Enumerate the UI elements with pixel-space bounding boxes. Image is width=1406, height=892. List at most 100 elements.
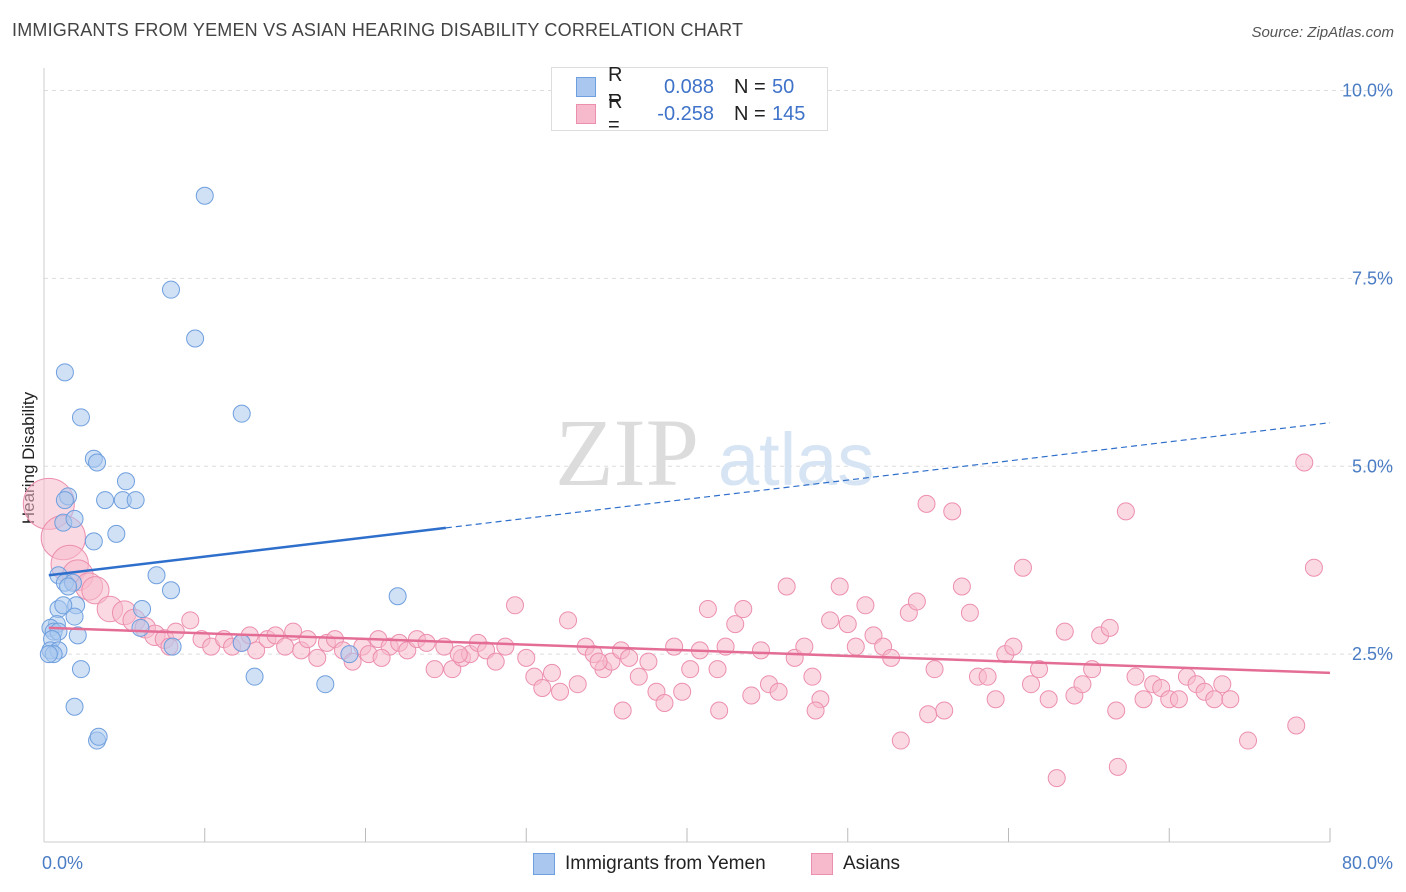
legend-item-asians[interactable]: Asians [811, 852, 900, 876]
asian-point [1205, 690, 1224, 709]
asian-point [986, 690, 1005, 709]
asian-point [486, 652, 505, 671]
watermark-atlas: atlas [718, 418, 874, 501]
asian-point [613, 701, 632, 720]
asian-point [708, 660, 727, 679]
n-value: 145 [772, 102, 806, 125]
asian-point [639, 652, 658, 671]
yemen-point [161, 280, 180, 299]
asian-point [1295, 453, 1314, 472]
asian-point [726, 615, 745, 634]
yemen-point [65, 607, 84, 626]
asian-point [1116, 502, 1135, 521]
yemen-series [39, 186, 407, 750]
yemen-point [245, 667, 264, 686]
chart-title: IMMIGRANTS FROM YEMEN VS ASIAN HEARING D… [12, 20, 744, 40]
yemen-point [39, 645, 58, 664]
y-tick-label: 5.0% [1352, 456, 1393, 476]
yemen-swatch [533, 853, 555, 875]
x-tick-label: 0.0% [42, 853, 83, 873]
asian-point [1126, 667, 1145, 686]
asian-point [710, 701, 729, 720]
asian-point [856, 596, 875, 615]
asian-point [1108, 757, 1127, 776]
correlation-legend: R = 0.088 N = 50 R = -0.258 N = 145 [551, 64, 828, 136]
asian-point [952, 577, 971, 596]
asian-point [830, 577, 849, 596]
yemen-point [161, 581, 180, 600]
yemen-point [107, 524, 126, 543]
asian-point [1055, 622, 1074, 641]
asian-point [81, 576, 110, 605]
x-axis-ticks [204, 828, 1331, 842]
asian-point [769, 682, 788, 701]
yemen-point [71, 408, 90, 427]
yemen-point [65, 509, 84, 528]
asian-point [620, 648, 639, 667]
asian-point [247, 641, 266, 660]
r-label: R = [608, 91, 623, 136]
asian-point [533, 678, 552, 697]
asian-point [298, 630, 317, 649]
yemen-trend-line [48, 526, 447, 577]
trend-lines [48, 422, 1331, 675]
asian-point [1169, 690, 1188, 709]
asian-point [925, 660, 944, 679]
asian-point [673, 682, 692, 701]
asian-point [891, 731, 910, 750]
yemen-point [186, 329, 205, 348]
yemen-point [55, 363, 74, 382]
asian-point [589, 652, 608, 671]
yemen-point [388, 587, 407, 606]
asian-point [935, 701, 954, 720]
asian-point [1030, 660, 1049, 679]
asian-point [517, 648, 536, 667]
asian-point [449, 645, 468, 664]
asian-point [960, 603, 979, 622]
y-tick-label: 2.5% [1352, 644, 1393, 664]
r-value: 0.088 [663, 75, 714, 98]
legend-label-yemen: Immigrants from Yemen [565, 853, 766, 874]
legend-item-yemen[interactable]: Immigrants from Yemen [533, 852, 766, 876]
yemen-point [54, 596, 73, 615]
asian-point [496, 637, 515, 656]
legend-label-asians: Asians [843, 853, 901, 874]
legend-row-asians: R = -0.258 N = 145 [576, 91, 812, 136]
gridlines [44, 90, 1394, 655]
asian-point [978, 667, 997, 686]
asian-point [276, 637, 295, 656]
asian-point [777, 577, 796, 596]
asian-point [1287, 716, 1306, 735]
asian-point [838, 615, 857, 634]
asian-point [846, 637, 865, 656]
n-label: N = [734, 75, 766, 98]
source-label: Source: ZipAtlas.com [1251, 24, 1394, 41]
asian-point [308, 648, 327, 667]
asian-point [665, 637, 684, 656]
yemen-point [232, 633, 251, 652]
asian-point [372, 648, 391, 667]
asian-point [1213, 675, 1232, 694]
yemen-point [195, 186, 214, 205]
x-tick-labels: 0.0% 80.0% [42, 853, 1393, 873]
asian-point [1100, 618, 1119, 637]
asian-point [803, 667, 822, 686]
asian-point [698, 600, 717, 619]
asian-point [917, 494, 936, 513]
n-label: N = [734, 102, 766, 125]
asians-swatch [576, 104, 596, 124]
asian-point [655, 693, 674, 712]
yemen-point [340, 645, 359, 664]
asian-point [1221, 690, 1240, 709]
legend-row-yemen: R = 0.088 N = 50 [576, 64, 812, 109]
yemen-point [232, 404, 251, 423]
yemen-point [163, 637, 182, 656]
asian-point [1013, 558, 1032, 577]
asian-point [1073, 675, 1092, 694]
yemen-point [147, 566, 166, 585]
yemen-point [126, 491, 145, 510]
asian-point [734, 600, 753, 619]
asian-point [919, 705, 938, 724]
asian-point [1047, 769, 1066, 788]
asian-point [505, 596, 524, 615]
